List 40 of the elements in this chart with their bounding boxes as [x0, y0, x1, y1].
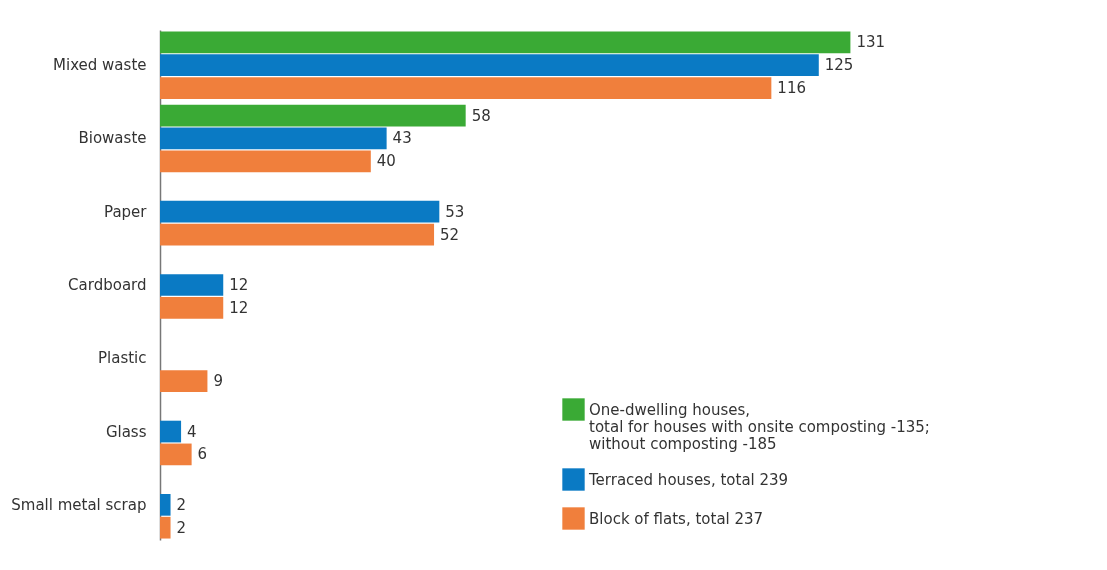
y-tick-label: Biowaste [78, 129, 147, 148]
data-label: 9 [213, 372, 223, 391]
data-label: 2 [176, 495, 187, 514]
bar [160, 493, 171, 516]
bar [160, 150, 371, 173]
bar [160, 274, 224, 296]
bar [160, 77, 772, 99]
data-label: 12 [229, 298, 249, 317]
bar [160, 31, 851, 54]
data-label: 40 [376, 152, 396, 171]
y-tick-label: Cardboard [68, 276, 147, 294]
bar [160, 200, 440, 223]
y-tick-label: Small metal scrap [11, 495, 147, 514]
data-label: 2 [176, 518, 187, 537]
bar [160, 420, 182, 443]
bar [160, 54, 819, 77]
y-tick-label: Mixed waste [53, 56, 147, 75]
data-label: 53 [445, 202, 465, 221]
data-label: 43 [392, 129, 412, 148]
bar [160, 127, 387, 150]
data-label: 12 [229, 276, 249, 294]
legend-label: One-dwelling houses, total for houses with onsite composting -135; without composting -185 [589, 400, 930, 453]
bar [160, 516, 171, 539]
data-label: 58 [471, 106, 491, 125]
data-label: 125 [824, 56, 854, 75]
bar [160, 370, 208, 392]
data-label: 4 [187, 422, 197, 441]
bar [160, 443, 192, 466]
y-tick-label: Plastic [97, 349, 147, 368]
data-label: 116 [777, 79, 806, 98]
legend-label: Terraced houses, total 239 [588, 470, 789, 489]
data-label: 131 [856, 33, 886, 52]
y-tick-label: Glass [105, 422, 147, 441]
data-label: 6 [197, 445, 208, 464]
y-tick-label: Paper [104, 202, 148, 221]
bar [160, 223, 435, 246]
data-label: 52 [440, 225, 460, 244]
legend-label: Block of flats, total 237 [589, 509, 764, 528]
bar [160, 297, 224, 319]
bar [160, 104, 466, 127]
